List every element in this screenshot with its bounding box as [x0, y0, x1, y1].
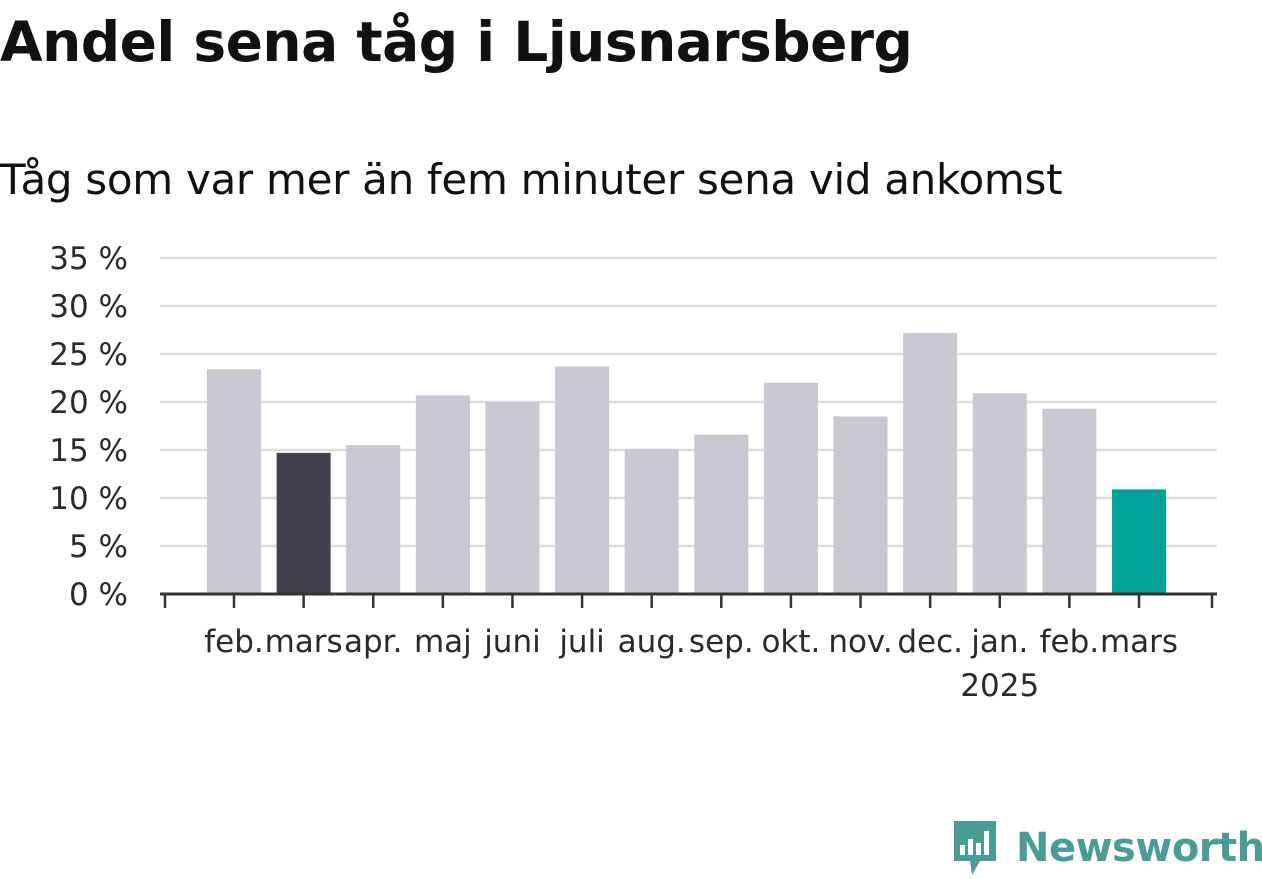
x-axis [160, 592, 1217, 608]
y-tick-label: 20 % [49, 385, 128, 421]
x-tick-label: aug. [618, 624, 686, 660]
chart-subtitle: Tåg som var mer än fem minuter sena vid … [0, 155, 1063, 204]
y-tick-label: 5 % [69, 529, 128, 565]
y-tick-label: 15 % [49, 433, 128, 469]
y-tick-label: 10 % [49, 481, 128, 517]
newsworthy-logo: Newsworthy [950, 817, 1262, 879]
x-tick-label: okt. [761, 624, 820, 660]
grid-lines [160, 256, 1217, 548]
x-tick-label: feb. [1040, 624, 1100, 660]
logo-text: Newsworthy [1016, 825, 1262, 871]
bar-2 [276, 452, 331, 594]
x-tick-label: apr. [344, 624, 402, 660]
bar-7 [624, 449, 679, 594]
x-tick-label: sep. [689, 624, 754, 660]
x-tick-label: mars [265, 624, 343, 660]
bar-3 [346, 445, 401, 594]
bar-6 [555, 366, 610, 594]
x-tick-label: dec. [897, 624, 963, 660]
x-tick-label: juli [558, 624, 605, 660]
bar-8 [694, 434, 749, 594]
x-tick-label: juni [483, 624, 541, 660]
y-axis-ticks: 0 % 5 % 10 % 15 % 20 % 25 % 30 % 35 % [49, 241, 128, 613]
x-tick-label: feb. [204, 624, 264, 660]
bar-12 [972, 393, 1027, 594]
chart-title: Andel sena tåg i Ljusnarsberg [0, 10, 913, 74]
y-tick-label: 35 % [49, 241, 128, 277]
bar-13 [1042, 408, 1097, 594]
x-tick-label: jan. [970, 624, 1028, 660]
newsworthy-logo-icon [954, 821, 996, 875]
bar-14 [1112, 489, 1166, 594]
bars [207, 332, 1166, 594]
bar-9 [763, 382, 818, 594]
bar-1 [207, 369, 261, 594]
y-tick-label: 0 % [69, 577, 128, 613]
x-axis-ticks: feb. mars apr. maj juni juli aug. sep. okt. nov. d… [204, 624, 1178, 704]
x-tick-label: mars [1100, 624, 1178, 660]
x-tick-label: nov. [828, 624, 892, 660]
y-tick-label: 30 % [49, 289, 128, 325]
x-year-label: 2025 [960, 668, 1039, 704]
bar-11 [903, 332, 958, 594]
bar-5 [485, 402, 540, 594]
y-tick-label: 25 % [49, 337, 128, 373]
bar-4 [415, 395, 470, 594]
bar-10 [833, 416, 888, 594]
x-tick-label: maj [414, 624, 472, 660]
